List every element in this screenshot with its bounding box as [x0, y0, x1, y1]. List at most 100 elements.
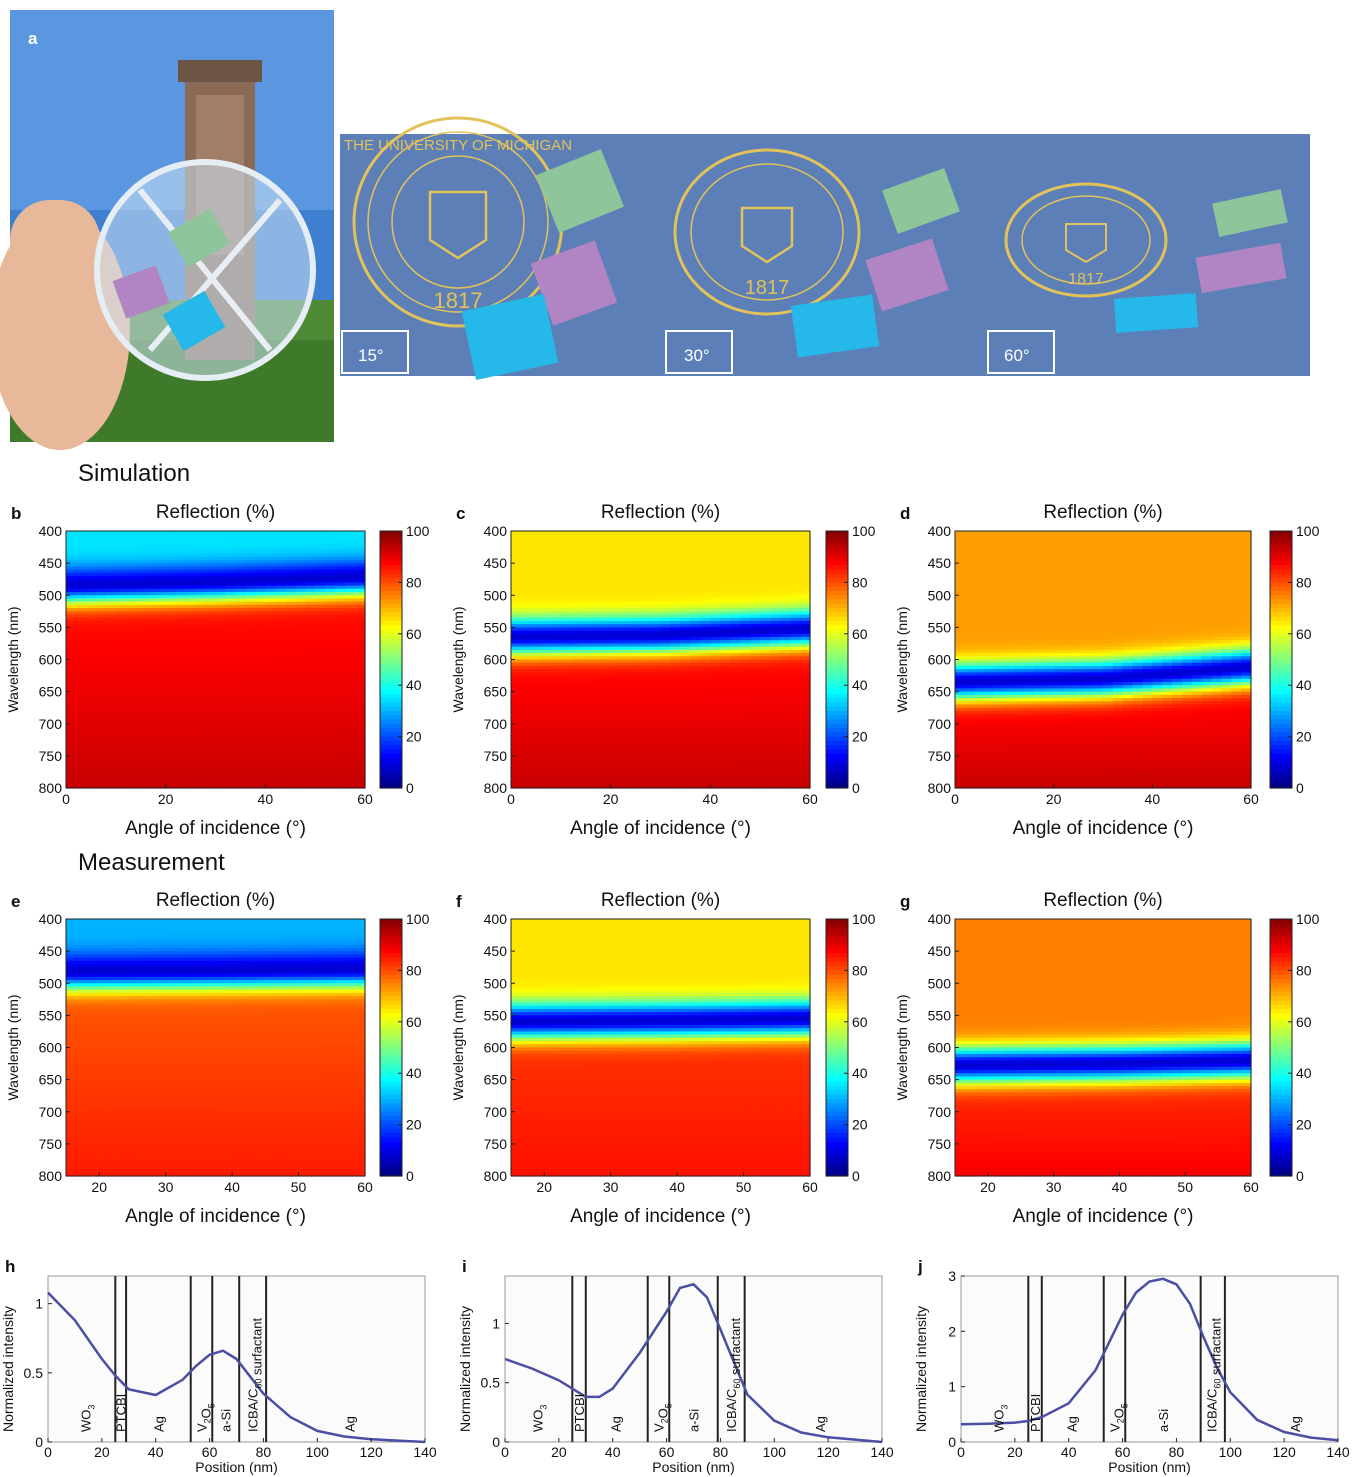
x-tick-label: 60 [802, 791, 818, 807]
colorbar-cell [826, 552, 848, 557]
colorbar-cell [826, 655, 848, 660]
colorbar-cell [826, 548, 848, 553]
angle-label-60: 60° [1004, 346, 1030, 365]
y-axis-label: Wavelength (nm) [5, 606, 21, 712]
colorbar-cell [380, 595, 402, 600]
colorbar-cell [380, 552, 402, 557]
colorbar-cell [826, 540, 848, 545]
angle-label-30: 30° [684, 346, 710, 365]
colorbar-cell [380, 535, 402, 540]
colorbar-cell [380, 651, 402, 656]
y-tick-label: 400 [39, 523, 63, 539]
colorbar-cell [826, 600, 848, 605]
y-tick-label: 500 [484, 587, 508, 603]
y-tick-label: 700 [484, 716, 508, 732]
colorbar-cell [826, 724, 848, 729]
colorbar-cell [826, 565, 848, 570]
y-tick-label: 600 [39, 652, 63, 668]
colorbar-cell [826, 677, 848, 682]
colorbar-cell [380, 711, 402, 716]
colorbar-cell [826, 582, 848, 587]
colorbar-cell [380, 741, 402, 746]
colorbar-cell [826, 535, 848, 540]
colorbar-cell [826, 672, 848, 677]
colorbar-tick-label: 60 [406, 626, 422, 642]
colorbar-cell [380, 582, 402, 587]
section-title-measurement: Measurement [78, 849, 225, 876]
y-tick-label: 500 [39, 587, 63, 603]
colorbar-cell [380, 660, 402, 665]
colorbar-cell [826, 625, 848, 630]
colorbar-cell [380, 625, 402, 630]
heatmap-panel-c: c Reflection (%)4004505005506006507007508… [450, 502, 876, 839]
chart-title: Reflection (%) [156, 502, 275, 523]
colorbar-cell [380, 737, 402, 742]
colorbar-cell [826, 668, 848, 673]
colorbar-cell [826, 587, 848, 592]
colorbar-cell [826, 660, 848, 665]
photo-seal-60: 1817 60° [986, 134, 1310, 376]
colorbar-cell [380, 600, 402, 605]
x-axis-label: Angle of incidence (°) [570, 818, 751, 839]
colorbar-cell [380, 574, 402, 579]
x-tick-label: 0 [507, 791, 515, 807]
colorbar-cell [380, 565, 402, 570]
colorbar-cell [380, 548, 402, 553]
y-axis-label: Wavelength (nm) [450, 606, 466, 712]
colorbar-cell [380, 694, 402, 699]
y-tick-label: 400 [484, 523, 508, 539]
colorbar-cell [826, 702, 848, 707]
colorbar-cell [380, 689, 402, 694]
colorbar-cell [380, 621, 402, 626]
colorbar-cell [826, 621, 848, 626]
colorbar-cell [380, 642, 402, 647]
colorbar-tick-label: 0 [406, 780, 414, 796]
colorbar-cell [380, 647, 402, 652]
colorbar-tick-label: 80 [406, 574, 422, 590]
colorbar-cell [380, 612, 402, 617]
colorbar-cell [826, 642, 848, 647]
seal-year: 1817 [745, 277, 790, 299]
colorbar-cell [380, 638, 402, 643]
y-tick-label: 700 [39, 716, 63, 732]
colorbar-cell [380, 749, 402, 754]
panel-a-letter: a [28, 29, 38, 48]
heatmap-panel-b: b Reflection (%)4004505005506006507007508… [5, 502, 430, 839]
colorbar-cell [826, 591, 848, 596]
y-tick-label: 800 [39, 780, 63, 796]
colorbar-cell [826, 638, 848, 643]
colorbar-cell [826, 711, 848, 716]
x-tick-label: 0 [62, 791, 70, 807]
colorbar-cell [380, 561, 402, 566]
colorbar-cell [826, 617, 848, 622]
y-tick-label: 550 [484, 619, 508, 635]
y-tick-label: 750 [484, 748, 508, 764]
colorbar-cell [380, 634, 402, 639]
colorbar-cell [380, 608, 402, 613]
colorbar-cell [380, 724, 402, 729]
section-title-simulation: Simulation [78, 460, 190, 487]
x-tick-label: 40 [703, 791, 719, 807]
x-tick-label: 60 [357, 791, 373, 807]
colorbar-cell [380, 655, 402, 660]
colorbar-cell [380, 668, 402, 673]
colorbar-cell [380, 719, 402, 724]
colorbar-cell [826, 647, 848, 652]
y-tick-label: 750 [39, 748, 63, 764]
y-tick-label: 550 [39, 619, 63, 635]
colorbar-cell [380, 685, 402, 690]
panel-letter-c: c [456, 504, 465, 523]
colorbar-cell [826, 664, 848, 669]
colorbar-cell [826, 707, 848, 712]
colorbar-cell [826, 561, 848, 566]
colorbar-cell [380, 570, 402, 575]
colorbar-cell [826, 698, 848, 703]
colorbar-cell [826, 634, 848, 639]
colorbar-cell [826, 651, 848, 656]
y-tick-label: 800 [484, 780, 508, 796]
colorbar-cell [380, 728, 402, 733]
colorbar-cell [380, 677, 402, 682]
colorbar-cell [380, 544, 402, 549]
x-axis-label: Angle of incidence (°) [125, 818, 306, 839]
photo-hand-petri-dish: a [0, 10, 334, 450]
